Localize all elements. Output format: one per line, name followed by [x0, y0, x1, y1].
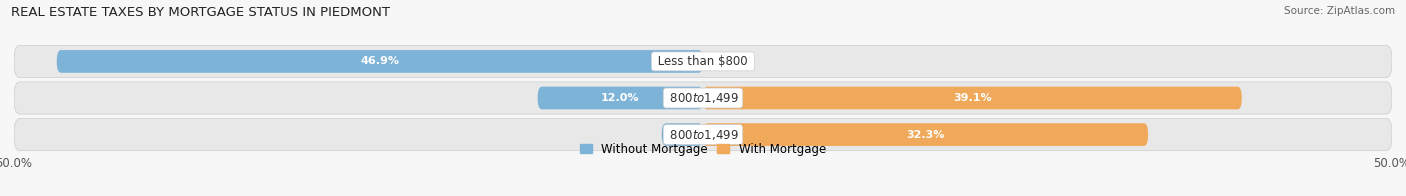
Text: 46.9%: 46.9%	[360, 56, 399, 66]
FancyBboxPatch shape	[703, 123, 1149, 146]
FancyBboxPatch shape	[14, 119, 1392, 151]
Text: Source: ZipAtlas.com: Source: ZipAtlas.com	[1284, 6, 1395, 16]
Text: 32.3%: 32.3%	[907, 130, 945, 140]
Legend: Without Mortgage, With Mortgage: Without Mortgage, With Mortgage	[581, 143, 825, 156]
Text: $800 to $1,499: $800 to $1,499	[666, 91, 740, 105]
Text: Less than $800: Less than $800	[654, 55, 752, 68]
FancyBboxPatch shape	[14, 45, 1392, 77]
FancyBboxPatch shape	[662, 123, 703, 146]
FancyBboxPatch shape	[537, 87, 703, 109]
Text: REAL ESTATE TAXES BY MORTGAGE STATUS IN PIEDMONT: REAL ESTATE TAXES BY MORTGAGE STATUS IN …	[11, 6, 391, 19]
Text: 0.0%: 0.0%	[710, 56, 738, 66]
Text: 3.0%: 3.0%	[666, 130, 697, 140]
Text: 12.0%: 12.0%	[602, 93, 640, 103]
FancyBboxPatch shape	[14, 82, 1392, 114]
Text: 39.1%: 39.1%	[953, 93, 991, 103]
FancyBboxPatch shape	[56, 50, 703, 73]
FancyBboxPatch shape	[703, 87, 1241, 109]
Text: $800 to $1,499: $800 to $1,499	[666, 128, 740, 142]
